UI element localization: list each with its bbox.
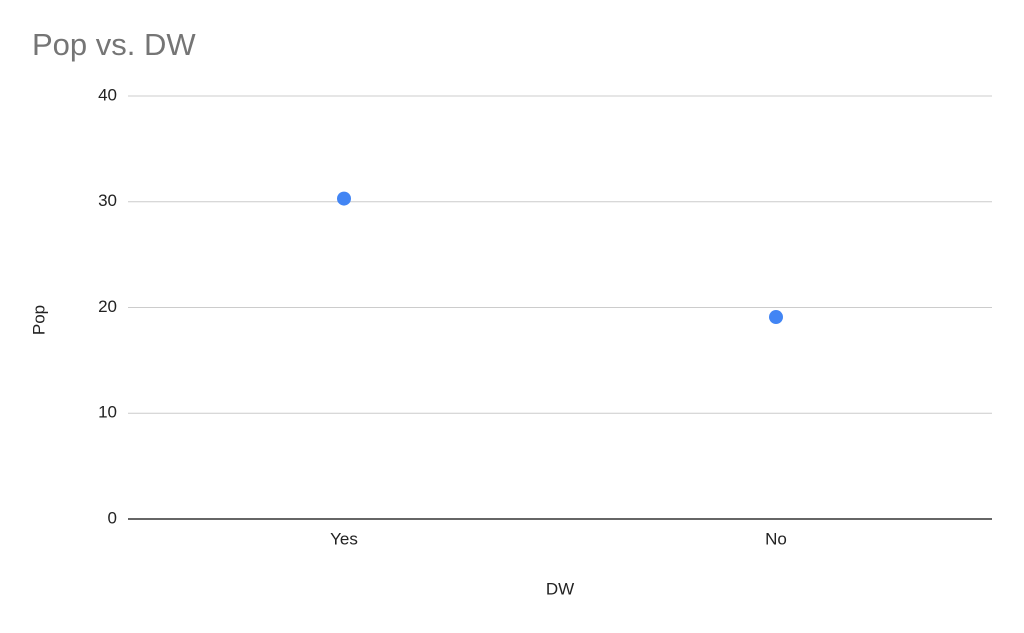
- y-tick-label: 10: [98, 403, 117, 422]
- y-tick-label: 20: [98, 297, 117, 316]
- x-tick-label: Yes: [330, 529, 358, 548]
- y-tick-label: 40: [98, 85, 117, 104]
- y-tick-label: 0: [108, 508, 117, 527]
- point: [337, 191, 351, 206]
- y-axis-label: Pop: [29, 305, 48, 335]
- y-tick-label: 30: [98, 191, 117, 210]
- x-axis-label: DW: [546, 579, 574, 598]
- x-tick-label: No: [765, 529, 787, 548]
- point: [769, 310, 783, 325]
- chart-title: Pop vs. DW: [32, 27, 196, 62]
